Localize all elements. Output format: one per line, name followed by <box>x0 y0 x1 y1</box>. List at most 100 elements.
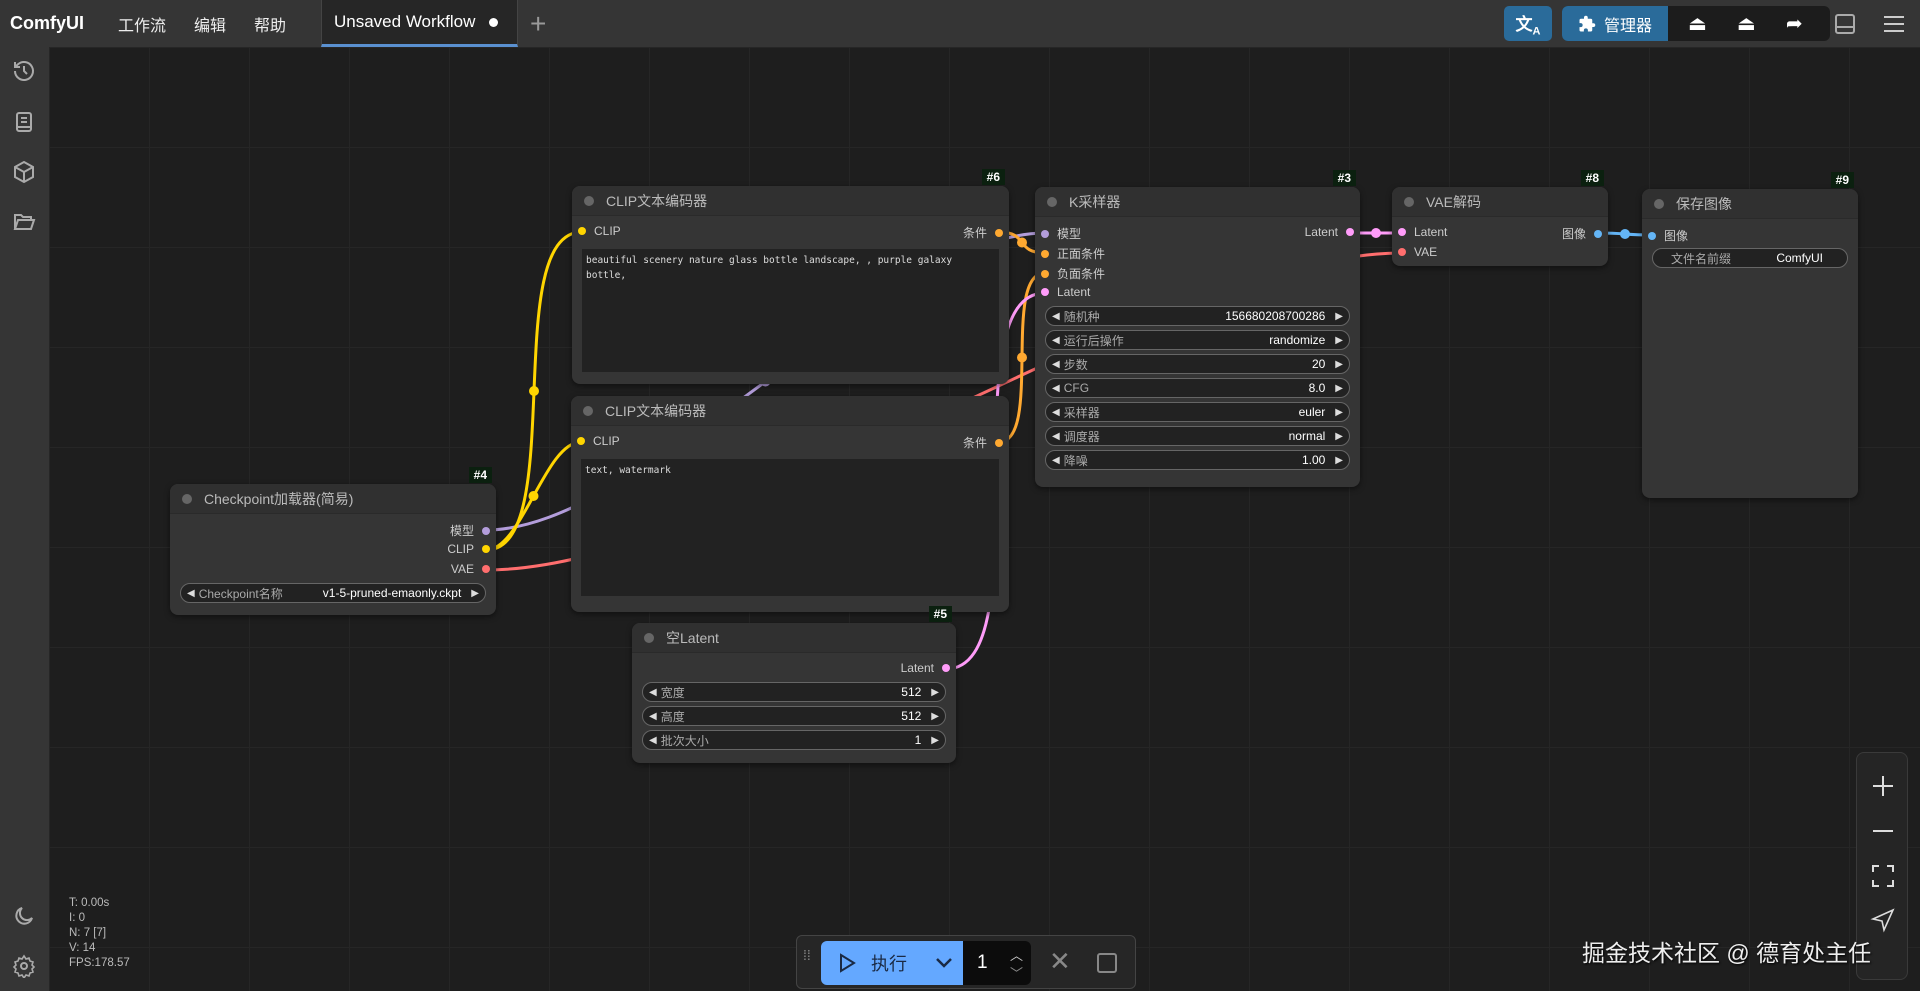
increment-arrow-icon[interactable]: ▶ <box>1335 310 1343 322</box>
slot-dot-icon[interactable] <box>1398 248 1406 256</box>
decrement-arrow-icon[interactable]: ◀ <box>649 686 657 698</box>
output-slot[interactable]: Latent <box>1305 225 1354 239</box>
folder-icon[interactable] <box>12 210 36 234</box>
zoom-out-icon[interactable] <box>1870 818 1896 844</box>
slot-dot-icon[interactable] <box>577 437 585 445</box>
link-midpoint[interactable] <box>529 386 539 397</box>
slot-dot-icon[interactable] <box>1041 229 1049 238</box>
slot-dot-icon[interactable] <box>578 227 586 235</box>
input-slot[interactable]: 图像 <box>1648 227 1688 244</box>
increment-arrow-icon[interactable]: ▶ <box>1335 358 1343 370</box>
increment-arrow-icon[interactable]: ▶ <box>931 734 939 746</box>
node-title-bar[interactable]: VAE解码 <box>1392 187 1608 217</box>
output-slot[interactable]: CLIP <box>447 542 490 556</box>
increment-arrow-icon[interactable]: ▶ <box>931 710 939 722</box>
gear-icon[interactable] <box>12 954 36 978</box>
moon-icon[interactable] <box>12 904 36 928</box>
decrement-arrow-icon[interactable]: ◀ <box>1052 358 1060 370</box>
node-title-bar[interactable]: 保存图像 <box>1642 189 1858 219</box>
output-slot[interactable]: VAE <box>451 562 490 576</box>
manager-button[interactable]: 管理器 <box>1562 6 1668 41</box>
input-slot[interactable]: CLIP <box>578 224 621 238</box>
collapse-dot-icon[interactable] <box>1654 198 1664 209</box>
collapse-dot-icon[interactable] <box>584 195 594 206</box>
menu-edit[interactable]: 编辑 <box>194 17 227 35</box>
drag-handle-icon[interactable]: ⁞⁞ <box>803 947 811 963</box>
cancel-icon[interactable]: ✕ <box>1049 946 1071 976</box>
pointer-icon[interactable] <box>1870 907 1896 933</box>
widget-5[interactable]: ◀ 调度器 normal ▶ <box>1045 426 1350 446</box>
link-midpoint[interactable] <box>1371 228 1381 238</box>
menu-icon[interactable] <box>1882 14 1906 34</box>
increment-arrow-icon[interactable]: ▶ <box>1335 406 1343 418</box>
increment-arrow-icon[interactable]: ▶ <box>1335 334 1343 346</box>
widget-6[interactable]: ◀ 降噪 1.00 ▶ <box>1045 450 1350 470</box>
output-slot[interactable]: 模型 <box>450 522 490 539</box>
widget-0[interactable]: 文件名前缀 ComfyUI <box>1652 248 1848 268</box>
input-slot[interactable]: Latent <box>1398 225 1447 239</box>
node-9[interactable]: #9 保存图像 图像 文件名前缀 ComfyUI <box>1642 172 1858 498</box>
input-slot[interactable]: 负面条件 <box>1041 265 1105 282</box>
decrement-arrow-icon[interactable]: ◀ <box>1052 454 1060 466</box>
vacuum-icon[interactable]: ⏏ <box>1688 13 1707 35</box>
tab-unsaved-workflow[interactable]: Unsaved Workflow <box>321 0 518 47</box>
slot-dot-icon[interactable] <box>482 545 490 553</box>
widget-0[interactable]: ◀ 随机种 156680208700286 ▶ <box>1045 306 1350 326</box>
output-slot[interactable]: 条件 <box>963 434 1003 451</box>
input-slot[interactable]: VAE <box>1398 245 1437 259</box>
share-icon[interactable]: ➦ <box>1785 13 1803 35</box>
output-slot[interactable]: Latent <box>901 661 950 675</box>
slot-dot-icon[interactable] <box>1041 249 1049 258</box>
link-midpoint[interactable] <box>1017 237 1027 248</box>
collapse-dot-icon[interactable] <box>1047 196 1057 207</box>
decrement-arrow-icon[interactable]: ◀ <box>1052 430 1060 442</box>
increment-arrow-icon[interactable]: ▶ <box>1335 454 1343 466</box>
decrement-arrow-icon[interactable]: ◀ <box>1052 334 1060 346</box>
collapse-dot-icon[interactable] <box>1404 196 1414 207</box>
slot-dot-icon[interactable] <box>1346 228 1354 236</box>
node-4[interactable]: #4 Checkpoint加载器(简易) 模型 CLIP VAE ◀ Checkpoint名… <box>170 467 496 615</box>
translate-button[interactable]: 文A <box>1504 6 1552 41</box>
fit-view-icon[interactable] <box>1870 863 1896 889</box>
input-slot[interactable]: CLIP <box>577 434 620 448</box>
slot-dot-icon[interactable] <box>995 438 1003 447</box>
node-title-bar[interactable]: K采样器 <box>1035 187 1360 217</box>
input-slot[interactable]: 正面条件 <box>1041 245 1105 262</box>
zoom-in-icon[interactable] <box>1870 773 1896 799</box>
widget-1[interactable]: ◀ 高度 512 ▶ <box>642 706 946 726</box>
collapse-dot-icon[interactable] <box>182 493 192 504</box>
prompt-textarea[interactable]: text, watermark <box>581 459 999 596</box>
decrement-arrow-icon[interactable]: ◀ <box>1052 310 1060 322</box>
increment-arrow-icon[interactable]: ▶ <box>471 587 479 599</box>
link-midpoint[interactable] <box>528 491 539 501</box>
prompt-textarea[interactable]: beautiful scenery nature glass bottle la… <box>582 249 999 372</box>
chevron-down-icon[interactable] <box>935 957 953 969</box>
history-icon[interactable] <box>12 59 36 83</box>
node-title-bar[interactable]: CLIP文本编码器 <box>572 186 1009 216</box>
menu-help[interactable]: 帮助 <box>254 17 287 35</box>
decrement-arrow-icon[interactable]: ◀ <box>649 710 657 722</box>
increment-arrow-icon[interactable]: ▶ <box>1335 382 1343 394</box>
widget-2[interactable]: ◀ 步数 20 ▶ <box>1045 354 1350 374</box>
node-title-bar[interactable]: CLIP文本编码器 <box>571 396 1009 426</box>
vacuum-icon[interactable]: ⏏ <box>1736 13 1756 35</box>
output-slot[interactable]: 条件 <box>963 224 1003 241</box>
slot-dot-icon[interactable] <box>482 526 490 535</box>
widget-2[interactable]: ◀ 批次大小 1 ▶ <box>642 730 946 750</box>
input-slot[interactable]: Latent <box>1041 285 1090 299</box>
slot-dot-icon[interactable] <box>482 565 490 573</box>
cube-icon[interactable] <box>12 160 36 184</box>
slot-dot-icon[interactable] <box>1648 231 1656 240</box>
node-title-bar[interactable]: Checkpoint加载器(简易) <box>170 484 496 514</box>
collapse-dot-icon[interactable] <box>583 405 593 416</box>
widget-4[interactable]: ◀ 采样器 euler ▶ <box>1045 402 1350 422</box>
widget-0[interactable]: ◀ 宽度 512 ▶ <box>642 682 946 702</box>
increment-icon[interactable]: ︿ <box>1009 948 1023 963</box>
decrement-arrow-icon[interactable]: ◀ <box>1052 382 1060 394</box>
collapse-dot-icon[interactable] <box>644 632 654 643</box>
increment-arrow-icon[interactable]: ▶ <box>1335 430 1343 442</box>
decrement-arrow-icon[interactable]: ◀ <box>187 587 195 599</box>
node-title-bar[interactable]: 空Latent <box>632 623 956 653</box>
increment-arrow-icon[interactable]: ▶ <box>931 686 939 698</box>
node-7[interactable]: CLIP文本编码器 CLIP 条件 text, watermark <box>571 396 1009 612</box>
